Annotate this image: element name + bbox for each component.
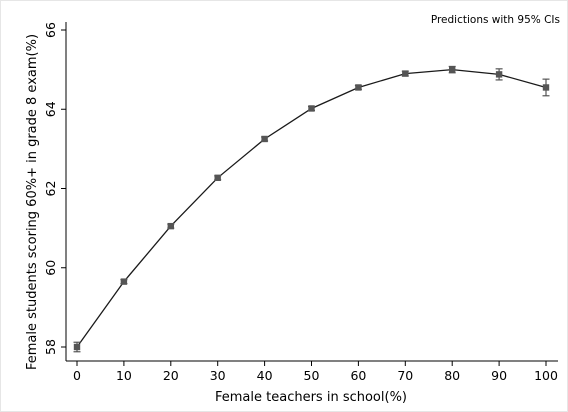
ticks: 0 10 20 30 40 50 60 70 80 90 100 58 60 62 64 66 (43, 22, 558, 383)
x-tick-label: 100 (534, 368, 558, 383)
y-tick-label: 60 (43, 260, 58, 276)
data-point (73, 343, 81, 351)
x-tick-label: 40 (257, 368, 273, 383)
x-tick-label: 20 (163, 368, 179, 383)
chart-note: Predictions with 95% CIs (431, 14, 560, 26)
x-tick-label: 70 (397, 368, 413, 383)
data-point (167, 222, 174, 230)
x-tick-label: 60 (350, 368, 366, 383)
y-tick-label: 64 (43, 101, 58, 117)
y-tick-label: 66 (43, 22, 58, 38)
y-tick-label: 62 (43, 181, 58, 197)
data-point (495, 71, 503, 78)
x-tick-label: 0 (73, 368, 81, 383)
x-tick-label: 80 (444, 368, 460, 383)
data-point (542, 84, 550, 91)
data-point (308, 105, 315, 112)
data-point (355, 84, 362, 91)
data-point (261, 135, 268, 143)
data-point (402, 70, 409, 77)
y-axis-title: Female students scoring 60%+ in grade 8 … (25, 34, 40, 370)
data-point (449, 66, 456, 73)
y-tick-label: 58 (43, 339, 58, 355)
data-point (214, 174, 221, 182)
x-tick-label: 50 (304, 368, 320, 383)
x-tick-label: 30 (210, 368, 226, 383)
x-tick-label: 90 (491, 368, 507, 383)
x-axis-title: Female teachers in school(%) (215, 390, 407, 405)
x-tick-label: 10 (116, 368, 132, 383)
series-layer (73, 65, 550, 353)
data-point (120, 278, 128, 285)
